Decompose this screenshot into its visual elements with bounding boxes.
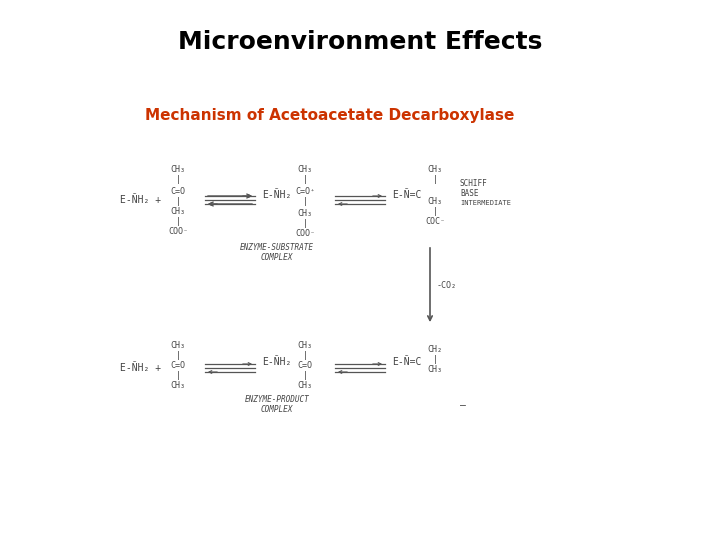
Text: |: |	[176, 176, 181, 185]
Text: |: |	[433, 207, 438, 217]
Text: E-ÑH₂ +: E-ÑH₂ +	[120, 363, 161, 373]
Text: Mechanism of Acetoacetate Decarboxylase: Mechanism of Acetoacetate Decarboxylase	[145, 108, 515, 123]
Text: CH₃: CH₃	[428, 366, 443, 375]
Text: Microenvironment Effects: Microenvironment Effects	[178, 30, 542, 54]
Text: ENZYME-SUBSTRATE: ENZYME-SUBSTRATE	[240, 244, 314, 253]
Text: CH₃: CH₃	[428, 198, 443, 206]
Text: |: |	[302, 370, 307, 380]
Text: |: |	[302, 198, 307, 206]
Text: CH₃: CH₃	[297, 208, 312, 218]
Text: C=O: C=O	[297, 361, 312, 369]
Text: C=O: C=O	[171, 361, 186, 369]
Text: CH₂: CH₂	[428, 346, 443, 354]
Text: CH₃: CH₃	[171, 341, 186, 349]
Text: |: |	[302, 350, 307, 360]
Text: |: |	[176, 198, 181, 206]
Text: COO⁻: COO⁻	[168, 227, 188, 237]
Text: BASE: BASE	[460, 188, 479, 198]
Text: -CO₂: -CO₂	[437, 280, 457, 289]
Text: CH₃: CH₃	[171, 165, 186, 174]
Text: E-ÑH₂: E-ÑH₂	[262, 357, 292, 367]
Text: INTERMEDIATE: INTERMEDIATE	[460, 200, 511, 206]
Text: CH₃: CH₃	[297, 165, 312, 174]
Text: |: |	[433, 355, 438, 364]
Text: COMPLEX: COMPLEX	[261, 253, 293, 261]
Text: E-Ñ=C: E-Ñ=C	[392, 190, 421, 200]
Text: COO⁻: COO⁻	[295, 228, 315, 238]
Text: |: |	[302, 219, 307, 227]
Text: CH₃: CH₃	[297, 381, 312, 389]
Text: |: |	[176, 218, 181, 226]
Text: CH₃: CH₃	[297, 341, 312, 349]
Text: SCHIFF: SCHIFF	[460, 179, 487, 187]
Text: CH₃: CH₃	[428, 165, 443, 174]
Text: E-ÑH₂: E-ÑH₂	[262, 190, 292, 200]
Text: ENZYME-PRODUCT: ENZYME-PRODUCT	[245, 395, 310, 404]
Text: COMPLEX: COMPLEX	[261, 404, 293, 414]
Text: |: |	[176, 370, 181, 380]
Text: –: –	[460, 400, 466, 410]
Text: |: |	[302, 176, 307, 185]
Text: C=O⁺: C=O⁺	[295, 186, 315, 195]
Text: CH₃: CH₃	[171, 381, 186, 389]
Text: COC⁻: COC⁻	[425, 218, 445, 226]
Text: E-Ñ=C: E-Ñ=C	[392, 357, 421, 367]
Text: C=O: C=O	[171, 186, 186, 195]
Text: E-ÑH₂ +: E-ÑH₂ +	[120, 195, 161, 205]
Text: CH₃: CH₃	[171, 207, 186, 217]
Text: |: |	[176, 350, 181, 360]
Text: |: |	[433, 176, 438, 185]
